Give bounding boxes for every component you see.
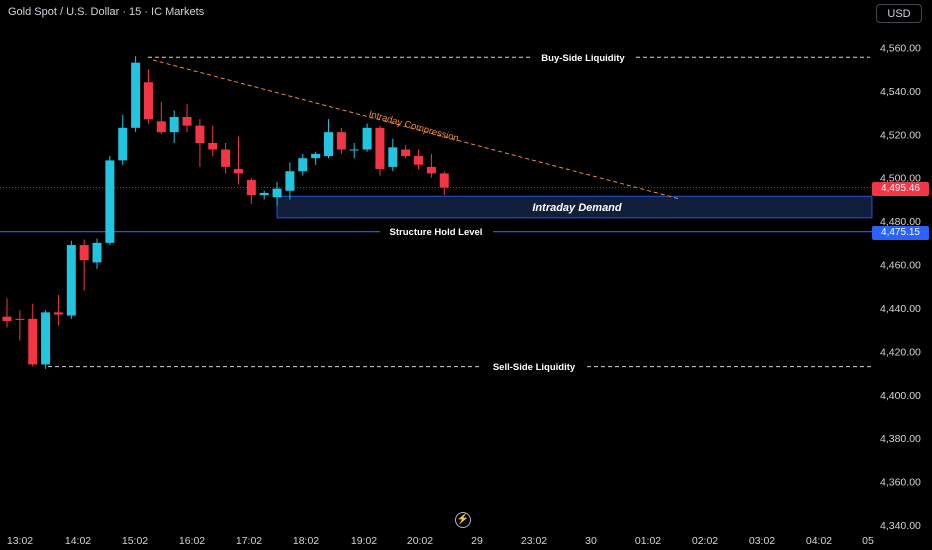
candle-body [15,318,25,320]
x-tick-label: 04:02 [806,535,832,547]
x-tick-label: 16:02 [179,535,205,547]
candle-body [336,132,346,150]
candle-body [118,127,128,161]
candle-body [53,312,63,315]
candle-body [195,125,205,144]
y-tick-label: 4,380.00 [880,433,921,445]
candle-body [169,116,179,133]
candle-body [131,62,141,128]
x-tick-label: 05 [862,535,874,547]
candle-body [388,147,398,167]
candle-body [324,132,333,157]
demand-zone-label: Intraday Demand [532,202,622,214]
y-tick-label: 4,560.00 [880,43,921,55]
candle-body [143,82,153,120]
y-tick-label: 4,360.00 [880,477,921,489]
y-tick-label: 4,480.00 [880,216,921,228]
x-tick-label: 19:02 [351,535,377,547]
candle-body [182,116,192,126]
candle-body [272,188,282,198]
x-tick-label: 13:02 [7,535,33,547]
candle-body [221,149,231,167]
x-tick-label: 17:02 [236,535,262,547]
candle-body [439,173,449,188]
candle-body [426,166,436,174]
y-tick-label: 4,420.00 [880,346,921,358]
x-tick-label: 23:02 [521,535,547,547]
y-tick-label: 4,440.00 [880,303,921,315]
candle-body [92,242,102,263]
candle-body [105,160,115,243]
candle-body [79,245,89,261]
candle-body [28,318,38,365]
candle-body [233,169,243,174]
candle-body [41,312,51,365]
x-tick-label: 14:02 [65,535,91,547]
symbol-title: Gold Spot / U.S. Dollar · 15 · IC Market… [8,6,205,18]
x-tick-label: 15:02 [122,535,148,547]
candle-body [375,127,385,170]
candle-body [414,156,424,165]
candle-body [259,192,269,196]
x-tick-label: 01:02 [635,535,661,547]
x-tick-label: 20:02 [407,535,433,547]
candle-body [311,153,321,159]
structure-price-tag: 4,475.15 [872,226,929,240]
x-tick-label: 03:02 [749,535,775,547]
structure-label: Structure Hold Level [390,227,483,238]
candle-body [246,179,256,196]
y-tick-label: 4,520.00 [880,129,921,141]
candle-body [208,143,218,150]
x-tick-label: 18:02 [293,535,319,547]
sell-side-label: Sell-Side Liquidity [493,362,576,373]
x-tick-label: 30 [585,535,597,547]
candle-body [2,316,12,322]
demand-zone-box [276,195,873,219]
candle-body [285,171,295,191]
y-tick-label: 4,500.00 [880,173,921,185]
y-tick-label: 4,540.00 [880,86,921,98]
current-price-tag: 4,495.46 [872,182,929,196]
candle-body [66,245,76,316]
y-tick-label: 4,340.00 [880,520,921,532]
currency-button[interactable]: USD [876,4,922,23]
candle-body [401,149,411,157]
candle-body [156,121,166,133]
candle-body [362,127,372,150]
candle-body [349,149,359,151]
x-tick-label: 02:02 [692,535,718,547]
candle-body [298,158,308,172]
replay-lightning-icon[interactable]: ⚡ [455,512,471,528]
x-tick-label: 29 [471,535,483,547]
buy-side-label: Buy-Side Liquidity [541,53,625,64]
y-tick-label: 4,400.00 [880,390,921,402]
y-tick-label: 4,460.00 [880,260,921,272]
